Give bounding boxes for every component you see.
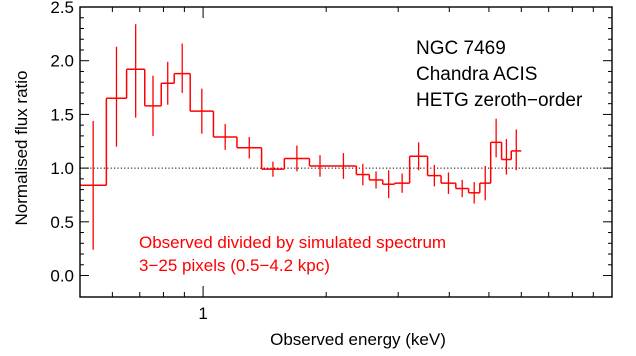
plot-frame: [79, 6, 613, 298]
y-tick-label: 1.0: [50, 159, 74, 178]
y-tick-label: 1.5: [50, 105, 74, 124]
y-tick-label: 0.5: [50, 213, 74, 232]
y-tick-label: 2.0: [50, 52, 74, 71]
y-axis-label: Normalised flux ratio: [12, 71, 31, 226]
series-step-group: [80, 68, 522, 194]
error-bar-group: [92, 24, 517, 250]
annotation-object-name: NGC 7469: [416, 38, 506, 59]
y-tick-label: 2.5: [50, 0, 74, 17]
annotation-grating: HETG zeroth−order: [416, 90, 583, 111]
annotation-extraction-region: 3−25 pixels (0.5−4.2 kpc): [139, 256, 330, 275]
y-tick-label: 0.0: [50, 267, 74, 286]
x-tick-label: 1: [198, 304, 207, 323]
annotation-description: Observed divided by simulated spectrum: [139, 233, 446, 252]
tick-group: [80, 6, 612, 297]
x-axis-label: Observed energy (keV): [270, 330, 446, 349]
tick-label-group: 0.0 0.5 1.0 1.5 2.0 2.5 1: [50, 0, 207, 323]
annotation-instrument: Chandra ACIS: [416, 64, 537, 85]
